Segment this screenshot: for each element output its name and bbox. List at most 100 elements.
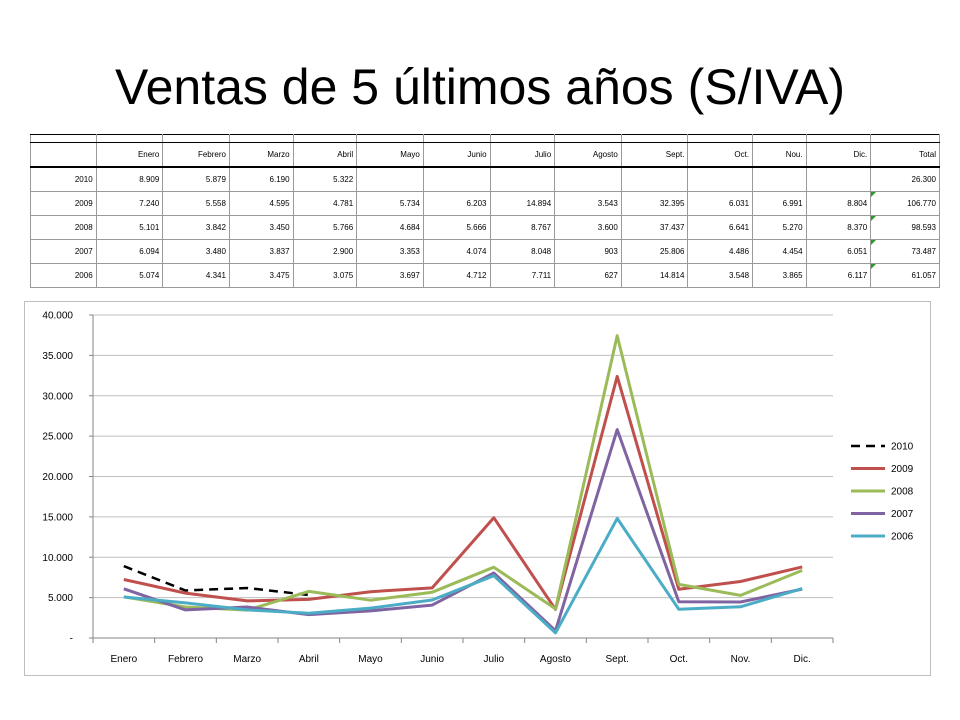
table-spacer-row	[30, 134, 940, 143]
error-flag-icon	[871, 264, 877, 269]
value-cell	[752, 166, 807, 192]
legend-label: 2006	[891, 532, 914, 543]
value-cell	[356, 166, 424, 192]
error-flag-icon	[871, 192, 877, 197]
value-cell: 5.074	[95, 263, 164, 288]
value-cell: 7.240	[95, 191, 164, 216]
spacer-cell	[805, 134, 872, 143]
value-cell: 3.075	[292, 263, 358, 288]
total-value: 106.770	[907, 199, 936, 208]
value-cell: 3.865	[752, 263, 807, 288]
spacer-cell	[554, 134, 622, 143]
sales-line-chart: - 5.000 10.000 15.000 20.000 25.000 30.000 35.0…	[24, 301, 931, 676]
value-cell: 8.370	[805, 215, 872, 240]
value-cell: 4.781	[292, 191, 358, 216]
spacer-cell	[870, 134, 940, 143]
legend-label: 2008	[891, 487, 914, 498]
spacer-cell	[228, 134, 294, 143]
total-value: 61.057	[911, 271, 936, 280]
total-cell: 98.593	[870, 215, 940, 240]
total-cell: 61.057	[870, 263, 940, 288]
value-cell	[489, 166, 556, 192]
x-tick-label: Abril	[299, 654, 319, 665]
value-cell: 5.101	[95, 215, 164, 240]
value-cell: 5.734	[356, 191, 424, 216]
spacer-cell	[620, 134, 689, 143]
total-value: 73.487	[911, 247, 936, 256]
spacer-cell	[687, 134, 754, 143]
value-cell: 3.475	[228, 263, 294, 288]
value-cell: 3.600	[554, 215, 622, 240]
y-tick-label: 10.000	[42, 553, 73, 564]
total-cell: 73.487	[870, 239, 940, 264]
value-cell: 14.814	[620, 263, 689, 288]
spacer-cell	[162, 134, 230, 143]
value-cell: 4.712	[422, 263, 491, 288]
value-cell: 3.480	[162, 239, 230, 264]
table-header-cell: Oct.	[687, 142, 754, 168]
spacer-cell	[489, 134, 556, 143]
spacer-cell	[752, 134, 807, 143]
value-cell	[805, 166, 872, 192]
value-cell: 3.548	[687, 263, 754, 288]
x-tick-label: Enero	[110, 654, 137, 665]
value-cell: 3.842	[162, 215, 230, 240]
value-cell: 5.766	[292, 215, 358, 240]
total-cell: 26.300	[870, 166, 940, 192]
spacer-cell	[95, 134, 164, 143]
value-cell: 8.048	[489, 239, 556, 264]
x-tick-label: Sept.	[605, 654, 628, 665]
spacer-cell	[292, 134, 358, 143]
y-tick-label: -	[70, 634, 73, 645]
table-header-cell: Febrero	[162, 142, 230, 168]
sales-table: Enero Febrero Marzo Abril Mayo Junio Julio Agos…	[30, 134, 940, 288]
table-header-cell: Julio	[489, 142, 556, 168]
value-cell: 2.900	[292, 239, 358, 264]
table-header-cell: Total	[870, 142, 940, 168]
value-cell: 3.353	[356, 239, 424, 264]
value-cell: 5.558	[162, 191, 230, 216]
total-cell: 106.770	[870, 191, 940, 216]
value-cell: 6.203	[422, 191, 491, 216]
total-value: 26.300	[911, 175, 936, 184]
table-header-cell: Marzo	[228, 142, 294, 168]
table-header-cell: Sept.	[620, 142, 689, 168]
legend-label: 2010	[891, 442, 914, 453]
value-cell: 6.991	[752, 191, 807, 216]
value-cell: 6.031	[687, 191, 754, 216]
value-cell: 4.486	[687, 239, 754, 264]
series-line-2009	[123, 374, 803, 611]
legend-label: 2009	[891, 464, 914, 475]
year-cell: 2007	[30, 239, 97, 264]
y-tick-label: 40.000	[42, 311, 73, 322]
y-tick-label: 15.000	[42, 512, 73, 523]
x-tick-label: Oct.	[670, 654, 688, 665]
value-cell	[554, 166, 622, 192]
value-cell: 903	[554, 239, 622, 264]
value-cell: 14.894	[489, 191, 556, 216]
spacer-cell	[356, 134, 424, 143]
value-cell: 6.117	[805, 263, 872, 288]
value-cell: 7.711	[489, 263, 556, 288]
x-tick-label: Nov.	[731, 654, 751, 665]
table-row: 2010 8.909 5.879 6.190 5.322 26.300	[30, 166, 940, 192]
table-header-cell: Enero	[95, 142, 164, 168]
error-flag-icon	[871, 240, 877, 245]
chart-canvas: - 5.000 10.000 15.000 20.000 25.000 30.000 35.0…	[42, 311, 914, 666]
value-cell: 5.270	[752, 215, 807, 240]
x-tick-label: Mayo	[358, 654, 383, 665]
value-cell: 3.450	[228, 215, 294, 240]
value-cell: 8.804	[805, 191, 872, 216]
y-tick-label: 5.000	[48, 593, 73, 604]
value-cell: 3.837	[228, 239, 294, 264]
value-cell: 6.094	[95, 239, 164, 264]
slide-title: Ventas de 5 últimos años (S/IVA)	[114, 59, 845, 115]
value-cell: 627	[554, 263, 622, 288]
value-cell	[687, 166, 754, 192]
value-cell: 4.341	[162, 263, 230, 288]
value-cell: 5.666	[422, 215, 491, 240]
table-header-cell: Agosto	[554, 142, 622, 168]
year-cell: 2008	[30, 215, 97, 240]
series-line-2008	[123, 334, 803, 612]
table-row: 2008 5.101 3.842 3.450 5.766 4.684 5.666 8.767 3…	[30, 215, 940, 240]
